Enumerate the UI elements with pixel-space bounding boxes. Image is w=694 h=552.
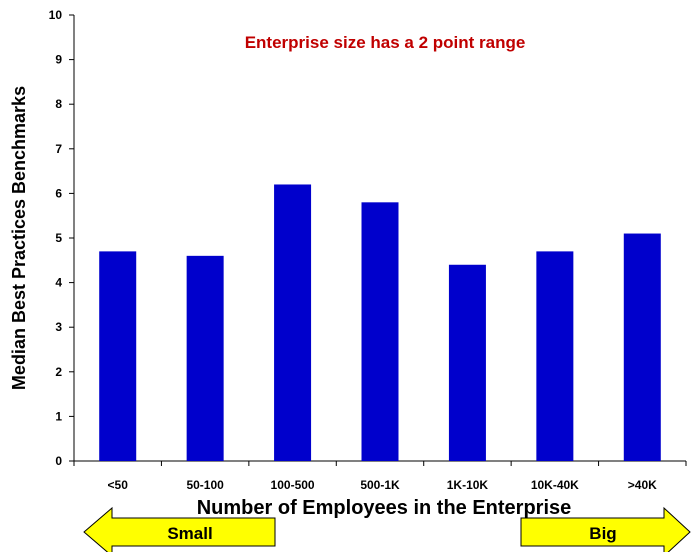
y-axis: 0 1 2 3 4 5 6 7 8 9 10 <box>49 8 75 468</box>
small-label: Small <box>167 524 212 543</box>
bar-7 <box>623 233 661 461</box>
small-arrow <box>83 506 276 552</box>
y-tick-label: 8 <box>55 97 62 111</box>
bars <box>99 184 661 462</box>
y-tick-label: 1 <box>55 409 62 423</box>
x-tick-label: 1K-10K <box>447 478 489 492</box>
bar-6 <box>536 251 574 461</box>
x-tick-label: 100-500 <box>271 478 315 492</box>
bar-1 <box>99 251 137 461</box>
bar-5 <box>448 264 486 461</box>
bar-2 <box>186 255 224 461</box>
y-tick-label: 4 <box>55 276 62 290</box>
bar-3 <box>274 184 312 462</box>
big-label: Big <box>589 524 616 543</box>
y-tick-label: 6 <box>55 186 62 200</box>
annotation: Enterprise size has a 2 point range <box>245 33 526 52</box>
x-tick-label: 500-1K <box>360 478 400 492</box>
bar-4 <box>361 202 399 461</box>
x-axis: <50 50-100 100-500 500-1K 1K-10K 10K-40K >40K <box>73 460 687 492</box>
y-tick-label: 10 <box>49 8 63 22</box>
x-tick-label: 50-100 <box>186 478 224 492</box>
x-tick-label: 10K-40K <box>531 478 579 492</box>
y-tick-label: 5 <box>55 231 62 245</box>
big-arrow <box>520 506 691 552</box>
y-axis-label: Median Best Practices Benchmarks <box>9 86 29 390</box>
x-tick-label: <50 <box>108 478 129 492</box>
x-tick-label: >40K <box>628 478 657 492</box>
y-tick-label: 9 <box>55 53 62 67</box>
x-axis-label: Number of Employees in the Enterprise <box>197 497 572 519</box>
y-tick-label: 7 <box>55 142 62 156</box>
y-tick-label: 3 <box>55 320 62 334</box>
y-tick-label: 2 <box>55 365 62 379</box>
y-tick-label: 0 <box>55 454 62 468</box>
